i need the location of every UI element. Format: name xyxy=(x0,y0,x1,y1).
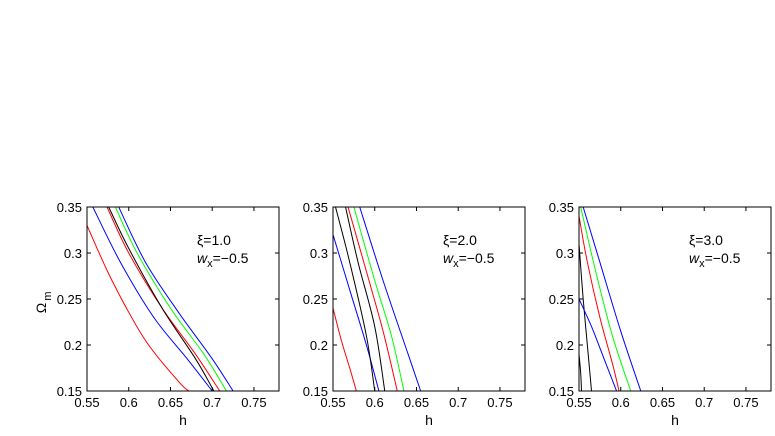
y-tick-label: 0.25 xyxy=(303,292,328,307)
annotation-w-value: =−0.5 xyxy=(213,250,249,266)
annotation-w: wx=−0.5 xyxy=(443,250,495,270)
series-line-5 xyxy=(347,207,398,391)
y-axis-label-subscript: m xyxy=(42,291,54,300)
x-tick-label: 0.65 xyxy=(158,395,183,410)
annotation-xi: ξ=1.0 xyxy=(197,232,231,248)
y-tick-label: 0.35 xyxy=(57,200,82,215)
series-line-2 xyxy=(92,207,213,391)
annotation-w-symbol: w xyxy=(689,250,700,266)
y-tick-label: 0.35 xyxy=(303,200,328,215)
annotation-w-value: =−0.5 xyxy=(705,250,741,266)
chart-panel-2: 0.55 0.6 0.65 0.7 0.75 0.15 0.2 0.25 0.3 0.35 h ξ=2… xyxy=(303,200,526,428)
x-axis-label: h xyxy=(425,412,433,428)
series-line-6 xyxy=(353,207,405,391)
y-tick-label: 0.15 xyxy=(57,384,82,399)
x-tick-label: 0.55 xyxy=(74,395,99,410)
x-axis-label: h xyxy=(671,412,679,428)
axes-box xyxy=(86,206,280,392)
series-line-5 xyxy=(114,207,227,391)
series-group xyxy=(579,207,642,391)
annotation-w-symbol: w xyxy=(443,250,454,266)
annotation-w: wx=−0.5 xyxy=(197,250,249,270)
x-tick-label: 0.7 xyxy=(449,395,467,410)
annotation-w-symbol: w xyxy=(197,250,208,266)
annotation-w-subscript: x xyxy=(453,258,459,270)
annotation-xi: ξ=2.0 xyxy=(443,232,477,248)
x-tick-label: 0.55 xyxy=(566,395,591,410)
y-tick-label: 0.3 xyxy=(310,246,328,261)
series-line-4 xyxy=(108,207,215,391)
axes-box xyxy=(578,206,772,392)
series-line-2 xyxy=(579,243,593,391)
series-group xyxy=(333,207,422,391)
annotation-w-value: =−0.5 xyxy=(459,250,495,266)
y-tick-label: 0.3 xyxy=(556,246,574,261)
x-tick-label: 0.65 xyxy=(404,395,429,410)
x-tick-label: 0.75 xyxy=(487,395,512,410)
series-line-3 xyxy=(335,207,376,391)
y-axis-label: Ωm xyxy=(33,291,54,313)
y-axis-label-symbol: Ω xyxy=(33,303,49,313)
y-tick-label: 0.15 xyxy=(549,384,574,399)
y-tick-label: 0.35 xyxy=(549,200,574,215)
y-tick-label: 0.3 xyxy=(64,246,82,261)
y-tick-label: 0.25 xyxy=(549,292,574,307)
series-line-5 xyxy=(580,207,632,391)
x-tick-label: 0.6 xyxy=(366,395,384,410)
chart-panel-1: 0.55 0.6 0.65 0.7 0.75 0.15 0.2 0.25 0.3 0.35 h Ωm ξ… xyxy=(33,200,280,428)
series-line-4 xyxy=(345,207,386,391)
x-tick-label: 0.6 xyxy=(612,395,630,410)
x-tick-label: 0.65 xyxy=(650,395,675,410)
x-tick-label: 0.6 xyxy=(120,395,138,410)
y-tick-label: 0.2 xyxy=(556,338,574,353)
annotation-xi: ξ=3.0 xyxy=(689,232,723,248)
series-line-2 xyxy=(333,234,380,391)
x-axis-label: h xyxy=(179,412,187,428)
y-tick-label: 0.25 xyxy=(57,292,82,307)
x-tick-label: 0.7 xyxy=(203,395,221,410)
x-tick-label: 0.75 xyxy=(733,395,758,410)
series-line-6 xyxy=(582,207,642,391)
annotation-w: wx=−0.5 xyxy=(689,250,741,270)
series-line-4 xyxy=(579,216,620,391)
y-tick-label: 0.15 xyxy=(303,384,328,399)
series-line-6 xyxy=(118,207,234,391)
series-line-7 xyxy=(359,207,422,391)
x-tick-label: 0.55 xyxy=(320,395,345,410)
series-line-3 xyxy=(579,298,618,391)
chart-panel-3: 0.55 0.6 0.65 0.7 0.75 0.15 0.2 0.25 0.3 0.35 h ξ=3… xyxy=(549,200,772,428)
x-tick-label: 0.7 xyxy=(695,395,713,410)
x-tick-label: 0.75 xyxy=(241,395,266,410)
annotation-w-subscript: x xyxy=(207,258,213,270)
y-tick-label: 0.2 xyxy=(310,338,328,353)
series-group xyxy=(87,207,234,391)
annotation-w-subscript: x xyxy=(699,258,705,270)
series-line-1 xyxy=(87,225,190,391)
series-line-1 xyxy=(333,308,357,391)
y-tick-label: 0.2 xyxy=(64,338,82,353)
